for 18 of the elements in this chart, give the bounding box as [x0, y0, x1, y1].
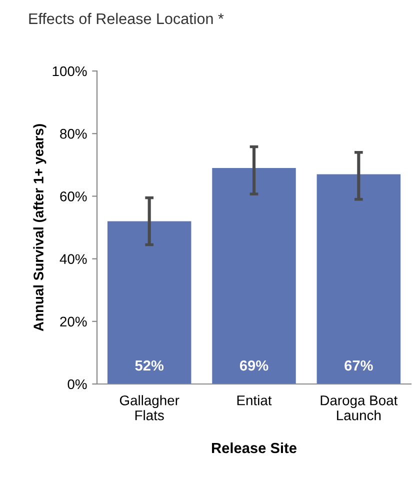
x-axis-title: Release Site	[212, 442, 296, 454]
y-tick-label: 60%	[60, 192, 87, 202]
y-tick-label: 80%	[60, 128, 87, 139]
x-tick-label: Daroga Boat Launch	[320, 396, 398, 420]
y-tick-label: 0%	[68, 379, 87, 390]
bar	[212, 168, 296, 384]
bar	[316, 174, 401, 384]
data-label: 52%	[135, 360, 164, 371]
chart-title: Effects of Release Location *	[29, 12, 224, 24]
x-tick-label: Gallagher Flats	[120, 395, 180, 420]
data-label: 67%	[344, 360, 373, 371]
bar	[107, 221, 192, 384]
data-label: 69%	[240, 360, 268, 371]
y-tick-label: 40%	[60, 254, 87, 264]
x-tick-label: Entiat	[237, 395, 272, 406]
y-axis-title: Annual Survival (after 1+ years)	[33, 124, 46, 332]
y-tick-label: 100%	[52, 66, 87, 76]
y-tick-label: 20%	[60, 316, 87, 327]
